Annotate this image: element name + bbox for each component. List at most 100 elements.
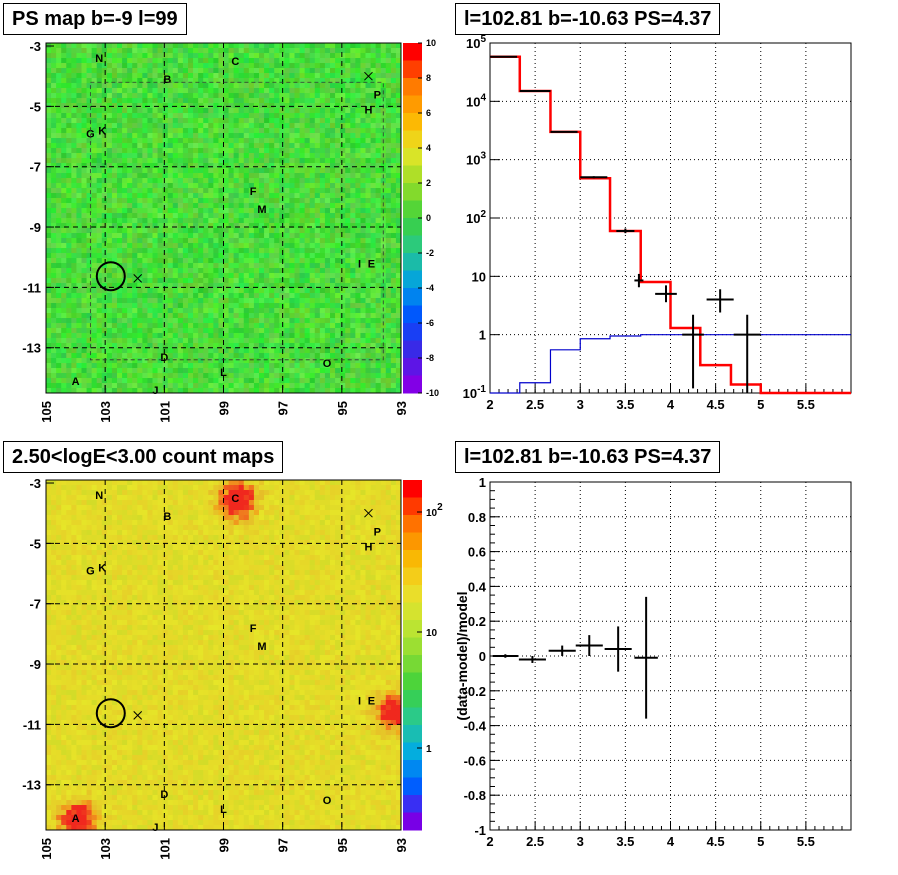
colorbar-tick-label: -4 <box>426 283 434 293</box>
residual-x-tick-label: 2 <box>486 834 493 849</box>
map-y-tick-label: -5 <box>29 536 41 551</box>
residual-y-tick-label: 0.4 <box>468 579 487 594</box>
colorbar-tick-label: 6 <box>426 108 431 118</box>
map-y-tick-label: -3 <box>29 39 41 54</box>
map-y-tick-label: -11 <box>23 717 41 732</box>
residual-title: l=102.81 b=-10.63 PS=4.37 <box>455 441 721 473</box>
source-label: E <box>368 695 375 707</box>
spectrum-y-tick-label: 10 <box>472 269 486 284</box>
map-y-tick-label: -5 <box>29 99 41 114</box>
spectrum-y-tick-label: 1 <box>479 328 486 343</box>
map-x-tick-label: 103 <box>98 838 113 860</box>
source-label: M <box>257 641 266 653</box>
residual-y-tick-label: 0.6 <box>468 545 486 560</box>
residual-x-tick-label: 3 <box>577 834 584 849</box>
colorbar-tick-label: 4 <box>426 143 431 153</box>
source-label: K <box>98 126 106 138</box>
cross-marker <box>364 508 373 518</box>
spectrum-y-tick-label: 102 <box>466 209 486 226</box>
spectrum-x-tick-label: 3 <box>577 397 584 412</box>
map-x-tick-label: 105 <box>39 838 54 860</box>
spectrum-x-tick-label: 5 <box>757 397 764 412</box>
map-y-tick-label: -7 <box>29 597 41 612</box>
map-x-tick-label: 103 <box>98 401 113 423</box>
map-x-tick-label: 105 <box>39 401 54 423</box>
residual-panel: 2 2.5 3 3.5 4 4.5 5 5.5 1 0.8 0.6 0.4 0.2 0 -0.2 -0.4 -0… <box>449 437 898 875</box>
spectrum-panel: 2 2.5 3 3.5 4 4.5 5 5.5 10-1 1 10 102 103 104 105 l=10… <box>449 0 898 437</box>
source-label: C <box>231 493 239 505</box>
map-y-tick-label: -9 <box>29 220 41 235</box>
colorbar-tick-label: 10 <box>426 38 436 48</box>
roi-outline <box>89 81 384 361</box>
residual-y-tick-label: -0.8 <box>464 788 486 803</box>
source-label: N <box>95 53 103 65</box>
source-label: D <box>160 352 168 364</box>
source-label: K <box>98 563 106 575</box>
spectrum-title: l=102.81 b=-10.63 PS=4.37 <box>455 3 721 35</box>
colorbar-tick-label: -8 <box>426 353 434 363</box>
count-map-panel: 105 103 101 99 97 95 93 -3 -5 -7 -9 -11 -13 102 10 1 N C B… <box>0 437 449 875</box>
map-x-tick-label: 95 <box>335 401 350 415</box>
map-x-tick-label: 101 <box>157 838 172 860</box>
map-pixels <box>46 480 402 831</box>
residual-x-tick-label: 2.5 <box>526 834 544 849</box>
residual-y-tick-label: 0 <box>479 649 486 664</box>
source-circle-marker <box>95 698 126 729</box>
source-label: H <box>364 104 372 116</box>
ps-map-panel: 105 103 101 99 97 95 93 -3 -5 -7 -9 -11 -13 10 8 6 4 2 0 -2… <box>0 0 449 437</box>
spectrum-y-tick-label: 105 <box>466 34 486 51</box>
map-y-tick-label: -13 <box>22 341 41 356</box>
cross-marker <box>133 273 143 283</box>
spectrum-x-tick-label: 4 <box>667 397 675 412</box>
source-label: P <box>374 89 381 101</box>
colorbar-tick-label: -10 <box>426 388 439 398</box>
residual-x-tick-label: 4 <box>667 834 675 849</box>
residual-x-tick-label: 3.5 <box>616 834 634 849</box>
spectrum-x-tick-label: 2 <box>486 397 493 412</box>
cross-marker <box>133 710 143 720</box>
spectrum-y-tick-label: 103 <box>466 151 486 168</box>
source-label: F <box>250 623 257 635</box>
source-label: J <box>152 822 158 834</box>
source-label: D <box>160 789 168 801</box>
spectrum-x-tick-label: 4.5 <box>707 397 725 412</box>
spectrum-x-tick-label: 2.5 <box>526 397 544 412</box>
residual-y-axis-label: (data-model)/model <box>454 591 470 720</box>
spectrum-y-tick-label: 10-1 <box>463 384 487 401</box>
count-map-title: 2.50<logE<3.00 count maps <box>3 441 284 473</box>
spectrum-x-tick-label: 3.5 <box>616 397 634 412</box>
residual-y-tick-label: -1 <box>474 823 486 838</box>
map-pixels <box>46 43 402 394</box>
source-label: B <box>163 74 171 86</box>
colorbar-tick-label: 8 <box>426 73 431 83</box>
cross-marker <box>364 71 373 81</box>
source-label: F <box>250 186 257 198</box>
residual-y-tick-label: 0.2 <box>468 614 486 629</box>
residual-y-tick-label: -0.4 <box>464 719 487 734</box>
residual-y-tick-label: 1 <box>479 475 486 490</box>
source-label: L <box>220 804 227 816</box>
spectrum-x-tick-label: 5.5 <box>797 397 815 412</box>
source-label: P <box>374 526 381 538</box>
map-x-tick-label: 99 <box>217 838 232 852</box>
map-y-tick-label: -9 <box>29 657 41 672</box>
colorbar-tick-label: -2 <box>426 248 434 258</box>
source-label: O <box>323 358 332 370</box>
map-x-tick-label: 97 <box>276 838 291 852</box>
ps-map-chart: 105 103 101 99 97 95 93 -3 -5 -7 -9 -11 -13 10 8 6 4 2 0 -2… <box>22 38 439 423</box>
colorbar-tick-label: 1 <box>426 744 432 755</box>
residual-x-tick-label: 4.5 <box>707 834 725 849</box>
map-y-tick-label: -3 <box>29 476 41 491</box>
residual-x-tick-label: 5 <box>757 834 764 849</box>
ps-map-title: PS map b=-9 l=99 <box>3 3 187 35</box>
colorbar <box>403 480 422 831</box>
source-label: G <box>86 566 95 578</box>
spectrum-y-tick-label: 104 <box>466 92 486 109</box>
residual-chart: 2 2.5 3 3.5 4 4.5 5 5.5 1 0.8 0.6 0.4 0.2 0 -0.2 -0.4 -0… <box>454 475 852 849</box>
spectrum-chart: 2 2.5 3 3.5 4 4.5 5 5.5 10-1 1 10 102 103 104 105 <box>463 34 852 412</box>
source-label: A <box>72 813 80 825</box>
map-x-tick-label: 93 <box>394 838 409 852</box>
source-label: B <box>163 511 171 523</box>
source-label: C <box>231 56 239 68</box>
colorbar-tick-label: 10 <box>426 628 438 639</box>
